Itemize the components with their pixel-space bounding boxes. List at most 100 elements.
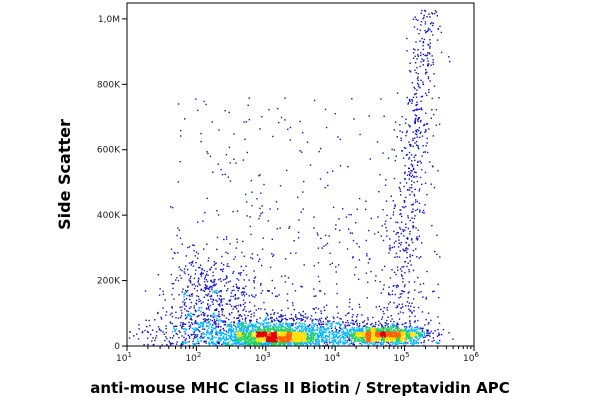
data-point	[222, 264, 225, 266]
data-point	[423, 124, 425, 126]
data-point	[187, 334, 189, 336]
data-point	[202, 289, 204, 292]
data-point	[208, 344, 211, 346]
data-point	[214, 309, 217, 311]
data-point	[283, 337, 285, 340]
data-point	[420, 333, 423, 336]
data-point	[147, 331, 149, 334]
data-point	[257, 326, 259, 329]
data-point	[295, 314, 297, 316]
data-point	[391, 148, 393, 151]
data-point	[368, 329, 370, 332]
data-point	[370, 331, 372, 333]
data-point	[184, 272, 186, 275]
data-point	[354, 329, 356, 331]
data-point	[235, 326, 237, 329]
data-point	[325, 338, 327, 340]
data-point	[275, 338, 278, 340]
data-point	[280, 336, 282, 338]
data-point	[397, 323, 400, 326]
data-point	[415, 141, 418, 143]
data-point	[393, 302, 395, 304]
data-point	[415, 335, 417, 337]
data-point	[333, 340, 335, 342]
data-point	[233, 342, 236, 344]
data-point	[378, 320, 380, 322]
data-point	[324, 328, 326, 330]
data-point	[411, 82, 414, 84]
data-point	[381, 340, 383, 342]
data-point	[415, 238, 418, 240]
data-point	[376, 341, 378, 344]
data-point	[281, 335, 284, 337]
data-point	[288, 332, 290, 335]
data-point	[221, 173, 224, 176]
data-point	[197, 221, 199, 223]
data-point	[297, 231, 300, 234]
data-point	[353, 333, 355, 335]
data-point	[415, 130, 417, 132]
data-point	[411, 191, 413, 193]
data-point	[222, 341, 225, 343]
data-point	[176, 277, 178, 279]
data-point	[349, 334, 351, 337]
data-point	[200, 335, 203, 337]
data-point	[312, 338, 315, 341]
data-point	[150, 333, 152, 336]
data-point	[242, 240, 244, 243]
data-point	[272, 255, 274, 257]
data-point	[355, 331, 357, 333]
data-point	[358, 328, 361, 330]
data-point	[390, 328, 392, 331]
data-point	[271, 253, 273, 255]
data-point	[261, 205, 263, 207]
data-point	[417, 276, 419, 279]
data-point	[297, 237, 300, 239]
data-point	[426, 30, 429, 32]
data-point	[179, 324, 182, 326]
data-point	[367, 339, 369, 341]
data-point	[267, 290, 270, 292]
data-point	[386, 309, 389, 311]
data-point	[269, 342, 271, 344]
data-point	[417, 19, 419, 21]
data-point	[239, 324, 241, 327]
data-point	[230, 333, 232, 335]
data-point	[408, 308, 410, 310]
data-point	[415, 227, 417, 229]
data-point	[403, 334, 406, 336]
data-point	[409, 260, 411, 262]
data-point	[400, 329, 402, 331]
data-point	[236, 307, 238, 310]
data-point	[408, 151, 411, 154]
data-point	[256, 321, 258, 324]
data-point	[240, 328, 243, 331]
data-point	[308, 341, 310, 343]
data-point	[286, 323, 288, 325]
data-point	[379, 328, 382, 330]
data-point	[302, 335, 305, 338]
data-point	[324, 108, 327, 111]
data-point	[394, 344, 396, 346]
data-point	[198, 314, 200, 317]
data-point	[407, 292, 409, 294]
data-point	[416, 103, 418, 106]
data-point	[239, 341, 241, 344]
data-point	[183, 271, 185, 273]
data-point	[244, 302, 246, 304]
data-point	[388, 334, 390, 336]
data-point	[223, 238, 225, 241]
data-point	[421, 135, 424, 137]
data-point	[164, 339, 166, 342]
data-point	[233, 337, 235, 339]
data-point	[411, 326, 413, 328]
data-point	[409, 71, 412, 73]
data-point	[228, 334, 230, 337]
data-point	[378, 191, 380, 193]
data-point	[420, 96, 423, 98]
data-point	[377, 216, 379, 218]
data-point	[189, 281, 192, 283]
data-point	[223, 329, 225, 332]
data-point	[358, 325, 361, 327]
data-point	[422, 18, 424, 20]
